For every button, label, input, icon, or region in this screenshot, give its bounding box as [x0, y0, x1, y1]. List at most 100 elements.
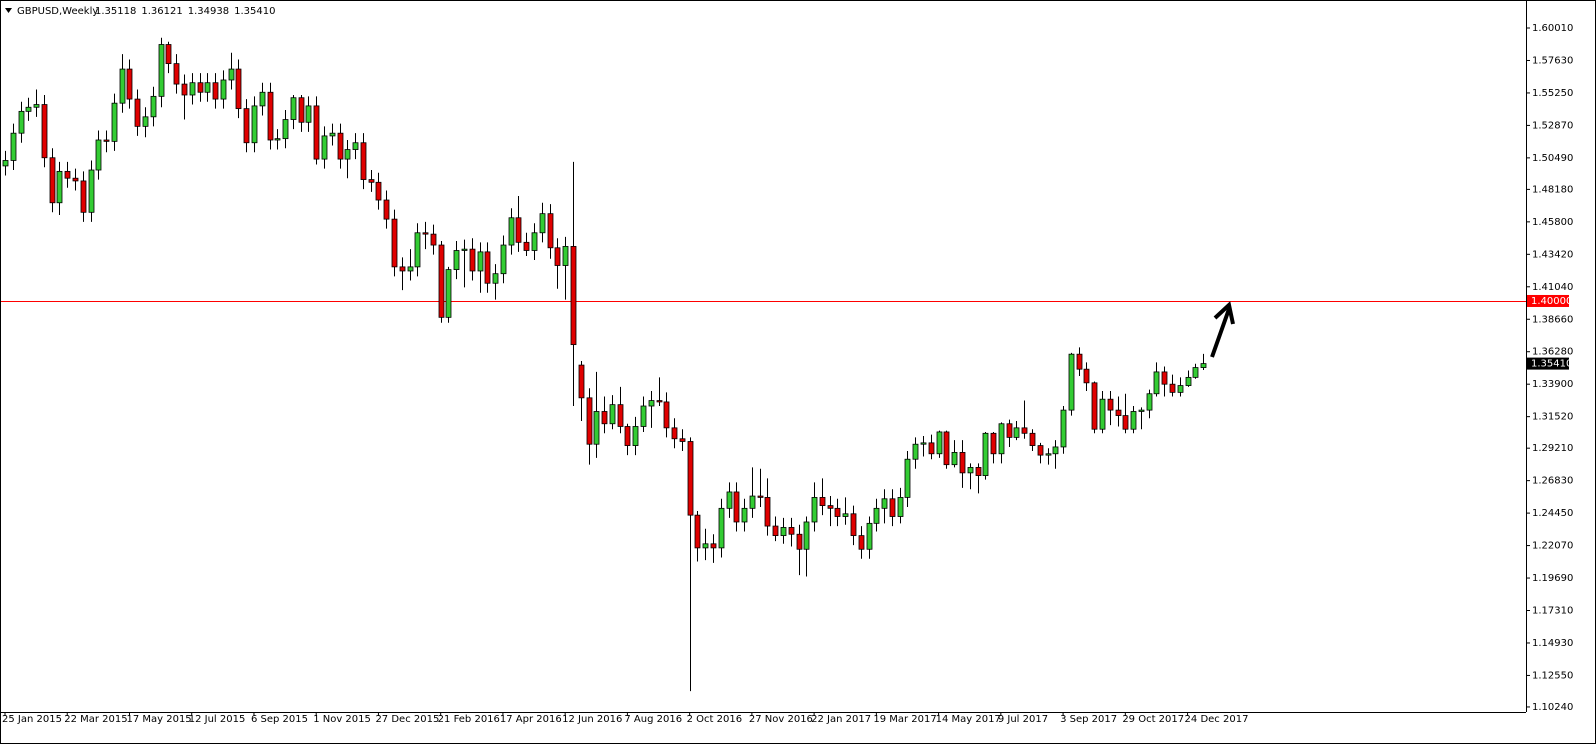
candle-body — [1099, 398, 1106, 430]
x-tick-label: 12 Jun 2016 — [562, 714, 622, 725]
y-tick-label: 1.10240 — [1532, 702, 1573, 713]
candle-body — [80, 180, 87, 213]
candle-body — [1029, 432, 1036, 446]
y-tick-label: 1.14930 — [1532, 638, 1573, 649]
candle-body — [181, 83, 188, 96]
y-tick-label: 1.41040 — [1532, 282, 1573, 293]
current-price-box — [1527, 357, 1569, 370]
candle-body — [298, 97, 305, 123]
candle-body — [827, 505, 834, 509]
candle-body — [95, 139, 102, 171]
x-tick-label: 1 Nov 2015 — [313, 714, 371, 725]
x-tick-label: 21 Feb 2016 — [438, 714, 500, 725]
candle-body — [134, 98, 141, 127]
candle-body — [943, 431, 950, 466]
candle-body — [321, 135, 328, 160]
candle-body — [1130, 411, 1137, 430]
candle-body — [18, 110, 25, 134]
candle-body — [407, 266, 414, 272]
y-tick-label: 1.55250 — [1532, 88, 1573, 99]
x-tick-label: 2 Oct 2016 — [687, 714, 742, 725]
x-tick-label: 22 Jan 2017 — [811, 714, 871, 725]
candle-body — [967, 467, 974, 474]
chart-title: GBPUSD,Weekly — [17, 6, 98, 17]
candle-body — [656, 400, 663, 403]
candle-body — [111, 102, 118, 142]
candle-body — [1052, 446, 1059, 455]
candle-body — [453, 250, 460, 271]
candle-body — [936, 431, 943, 455]
candle-body — [103, 139, 110, 142]
candle-body — [251, 105, 258, 144]
candle-body — [632, 426, 639, 446]
candle-body — [422, 232, 429, 235]
candle-body — [912, 443, 919, 460]
candle-body — [733, 491, 740, 523]
candle-body — [858, 535, 865, 550]
y-tick-label: 1.36280 — [1532, 347, 1573, 358]
candle-body — [165, 44, 172, 65]
candle-body — [1192, 367, 1199, 378]
candle-body — [243, 108, 250, 144]
candle-body — [609, 404, 616, 425]
candle-body — [586, 397, 593, 445]
candle-body — [1185, 376, 1192, 386]
candle-body — [360, 142, 367, 180]
candle-body — [554, 247, 561, 266]
candle-body — [757, 495, 764, 498]
y-tick-label: 1.26830 — [1532, 476, 1573, 487]
candle-body — [718, 507, 725, 549]
candle-body — [1037, 445, 1044, 456]
y-tick-label: 1.12550 — [1532, 670, 1573, 681]
candle-body — [1169, 383, 1176, 393]
candle-body — [951, 451, 958, 466]
candle-body — [1076, 353, 1083, 370]
candle-body — [1068, 353, 1075, 411]
x-tick-label: 17 May 2015 — [126, 714, 191, 725]
x-tick-label: 27 Dec 2015 — [375, 714, 439, 725]
ohlc-value: 1.36121 — [141, 6, 182, 17]
x-tick-label: 9 Jul 2017 — [998, 714, 1048, 725]
candle-body — [220, 79, 227, 100]
candle-body — [41, 104, 48, 159]
candle-body — [1107, 398, 1114, 411]
candle-body — [593, 411, 600, 445]
candle-body — [562, 246, 569, 266]
candle-body — [866, 522, 873, 550]
candle-body — [49, 157, 56, 204]
y-tick-label: 1.33900 — [1532, 379, 1573, 390]
x-tick-label: 14 May 2017 — [936, 714, 1001, 725]
candle-body — [990, 432, 997, 455]
candle-body — [282, 119, 289, 140]
candle-body — [663, 401, 670, 429]
candle-body — [430, 233, 437, 246]
candle-body — [469, 248, 476, 272]
candle-body — [998, 423, 1005, 455]
candle-body — [173, 63, 180, 85]
candle-body — [1045, 453, 1052, 456]
candle-body — [56, 170, 63, 204]
candle-body — [142, 116, 149, 127]
candle-body — [982, 432, 989, 476]
arrow-head — [1213, 301, 1235, 325]
y-tick-label: 1.48180 — [1532, 184, 1573, 195]
x-tick-label: 7 Aug 2016 — [624, 714, 682, 725]
candle-body — [803, 521, 810, 550]
candle-body — [881, 498, 888, 509]
ohlc-header: 1.35118 1.36121 1.34938 1.35410 — [95, 6, 275, 17]
candle-body — [158, 44, 165, 97]
ohlc-value: 1.34938 — [188, 6, 229, 17]
candle-body — [679, 438, 686, 442]
candle-body — [624, 426, 631, 446]
candle-body — [1115, 409, 1122, 416]
candle-body — [975, 467, 982, 476]
candle-body — [1200, 363, 1207, 368]
candle-body — [648, 400, 655, 407]
candle-body — [1013, 427, 1020, 438]
hline-box — [1527, 294, 1569, 307]
y-tick-label: 1.57630 — [1532, 55, 1573, 66]
candle-body — [337, 132, 344, 160]
candle-body — [329, 132, 336, 137]
